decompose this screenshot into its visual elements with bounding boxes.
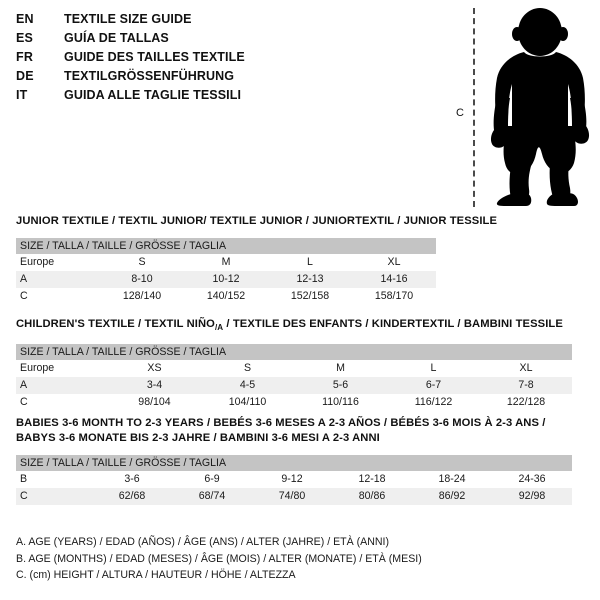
language-code-it: IT [16,88,28,102]
cell-height: 98/104 [108,394,201,412]
section-title-junior: JUNIOR TEXTILE / TEXTIL JUNIOR/ TEXTILE … [16,215,498,227]
cell-age: 4-5 [201,377,294,395]
cell-age: 14-16 [352,271,436,288]
row-label-c: C [16,394,108,412]
row-label-europe: Europe [16,254,100,271]
legend-block: A. AGE (YEARS) / EDAD (AÑOS) / ÂGE (ANS)… [16,534,576,584]
cell-age: 5-6 [294,377,387,395]
language-title-block: EN TEXTILE SIZE GUIDE ES GUÍA DE TALLAS … [16,12,436,107]
cell-size: S [100,254,184,271]
cell-height: 104/110 [201,394,294,412]
cell-height: 74/80 [252,488,332,505]
language-title-en: TEXTILE SIZE GUIDE [64,12,192,26]
cell-height: 140/152 [184,288,268,305]
children-size-table: SIZE / TALLA / TAILLE / GRÖSSE / TAGLIA … [16,344,573,412]
section-title-children-post: / TEXTILE DES ENFANTS / KINDERTEXTIL / B… [223,318,563,330]
cell-age-months: 3-6 [92,471,172,488]
cell-age-months: 24-36 [492,471,573,488]
cell-size: XL [480,360,573,378]
cell-age: 7-8 [480,377,573,395]
cell-height: 92/98 [492,488,573,505]
cell-age-months: 18-24 [412,471,492,488]
height-measurement-illustration: C [440,0,600,215]
legend-item-c: C. (cm) HEIGHT / ALTURA / HAUTEUR / HÖHE… [16,569,296,581]
cell-age: 3-4 [108,377,201,395]
table-row: Europe S M L XL [16,254,436,271]
table-row: C 62/68 68/74 74/80 80/86 86/92 92/98 [16,488,573,505]
cell-height: 158/170 [352,288,436,305]
cell-height: 62/68 [92,488,172,505]
language-code-fr: FR [16,50,34,64]
band-header-label: SIZE / TALLA / TAILLE / GRÖSSE / TAGLIA [16,344,573,361]
row-label-c: C [16,488,92,505]
cell-height: 80/86 [332,488,412,505]
cell-size: M [184,254,268,271]
height-axis-label-c: C [456,107,464,119]
cell-age: 6-7 [387,377,480,395]
cell-age: 12-13 [268,271,352,288]
toddler-silhouette-icon [490,8,590,206]
section-title-children-pre: CHILDREN'S TEXTILE / TEXTIL NIÑO [16,318,215,330]
language-row: DE TEXTILGRÖSSENFÜHRUNG [16,69,436,88]
section-junior-textile: JUNIOR TEXTILE / TEXTIL JUNIOR/ TEXTILE … [16,214,498,305]
language-code-es: ES [16,31,34,45]
cell-age-months: 6-9 [172,471,252,488]
language-row: IT GUIDA ALLE TAGLIE TESSILI [16,88,436,107]
cell-age: 8-10 [100,271,184,288]
cell-height: 116/122 [387,394,480,412]
table-row: C 98/104 104/110 110/116 116/122 122/128 [16,394,573,412]
babies-size-table: SIZE / TALLA / TAILLE / GRÖSSE / TAGLIA … [16,455,573,505]
cell-age-months: 9-12 [252,471,332,488]
section-childrens-textile: CHILDREN'S TEXTILE / TEXTIL NIÑO/A / TEX… [16,317,573,412]
cell-age: 10-12 [184,271,268,288]
legend-item-b: B. AGE (MONTHS) / EDAD (MESES) / ÂGE (MO… [16,552,422,565]
cell-size: L [268,254,352,271]
language-row: FR GUIDE DES TAILLES TEXTILE [16,50,436,69]
table-row: C 128/140 140/152 152/158 158/170 [16,288,436,305]
language-code-de: DE [16,69,34,83]
cell-size: L [387,360,480,378]
cell-height: 122/128 [480,394,573,412]
cell-height: 110/116 [294,394,387,412]
band-header-label: SIZE / TALLA / TAILLE / GRÖSSE / TAGLIA [16,455,573,471]
section-title-babies-line2: BABYS 3-6 MONATE BIS 2-3 JAHRE / BAMBINI… [16,432,380,444]
table-row: A 8-10 10-12 12-13 14-16 [16,271,436,288]
language-title-de: TEXTILGRÖSSENFÜHRUNG [64,69,235,83]
language-title-es: GUÍA DE TALLAS [64,31,169,45]
row-label-europe: Europe [16,360,108,378]
language-title-it: GUIDA ALLE TAGLIE TESSILI [64,88,242,102]
section-title-babies-line1: BABIES 3-6 MONTH TO 2-3 YEARS / BEBÉS 3-… [16,417,546,429]
cell-height: 152/158 [268,288,352,305]
language-title-fr: GUIDE DES TAILLES TEXTILE [64,50,245,64]
language-code-en: EN [16,12,34,26]
table-row: A 3-4 4-5 5-6 6-7 7-8 [16,377,573,395]
cell-height: 128/140 [100,288,184,305]
cell-height: 86/92 [412,488,492,505]
band-header-label: SIZE / TALLA / TAILLE / GRÖSSE / TAGLIA [16,238,436,254]
table-band-header-row: SIZE / TALLA / TAILLE / GRÖSSE / TAGLIA [16,344,573,361]
junior-size-table: SIZE / TALLA / TAILLE / GRÖSSE / TAGLIA … [16,238,436,305]
row-label-b: B [16,471,92,488]
height-dashed-line [473,8,475,207]
row-label-a: A [16,377,108,395]
table-row: Europe XS S M L XL [16,360,573,378]
table-band-header-row: SIZE / TALLA / TAILLE / GRÖSSE / TAGLIA [16,455,573,471]
table-row: B 3-6 6-9 9-12 12-18 18-24 24-36 [16,471,573,488]
row-label-a: A [16,271,100,288]
table-band-header-row: SIZE / TALLA / TAILLE / GRÖSSE / TAGLIA [16,238,436,254]
cell-height: 68/74 [172,488,252,505]
row-label-c: C [16,288,100,305]
cell-size: XL [352,254,436,271]
section-title-children: CHILDREN'S TEXTILE / TEXTIL NIÑO/A / TEX… [16,317,572,335]
language-row: EN TEXTILE SIZE GUIDE [16,12,436,31]
language-row: ES GUÍA DE TALLAS [16,31,436,50]
cell-size: M [294,360,387,378]
cell-age-months: 12-18 [332,471,412,488]
cell-size: XS [108,360,201,378]
cell-size: S [201,360,294,378]
section-title-children-sub: /A [214,323,224,333]
legend-item-a: A. AGE (YEARS) / EDAD (AÑOS) / ÂGE (ANS)… [16,536,389,548]
section-babies-textile: BABIES 3-6 MONTH TO 2-3 YEARS / BEBÉS 3-… [16,416,573,505]
